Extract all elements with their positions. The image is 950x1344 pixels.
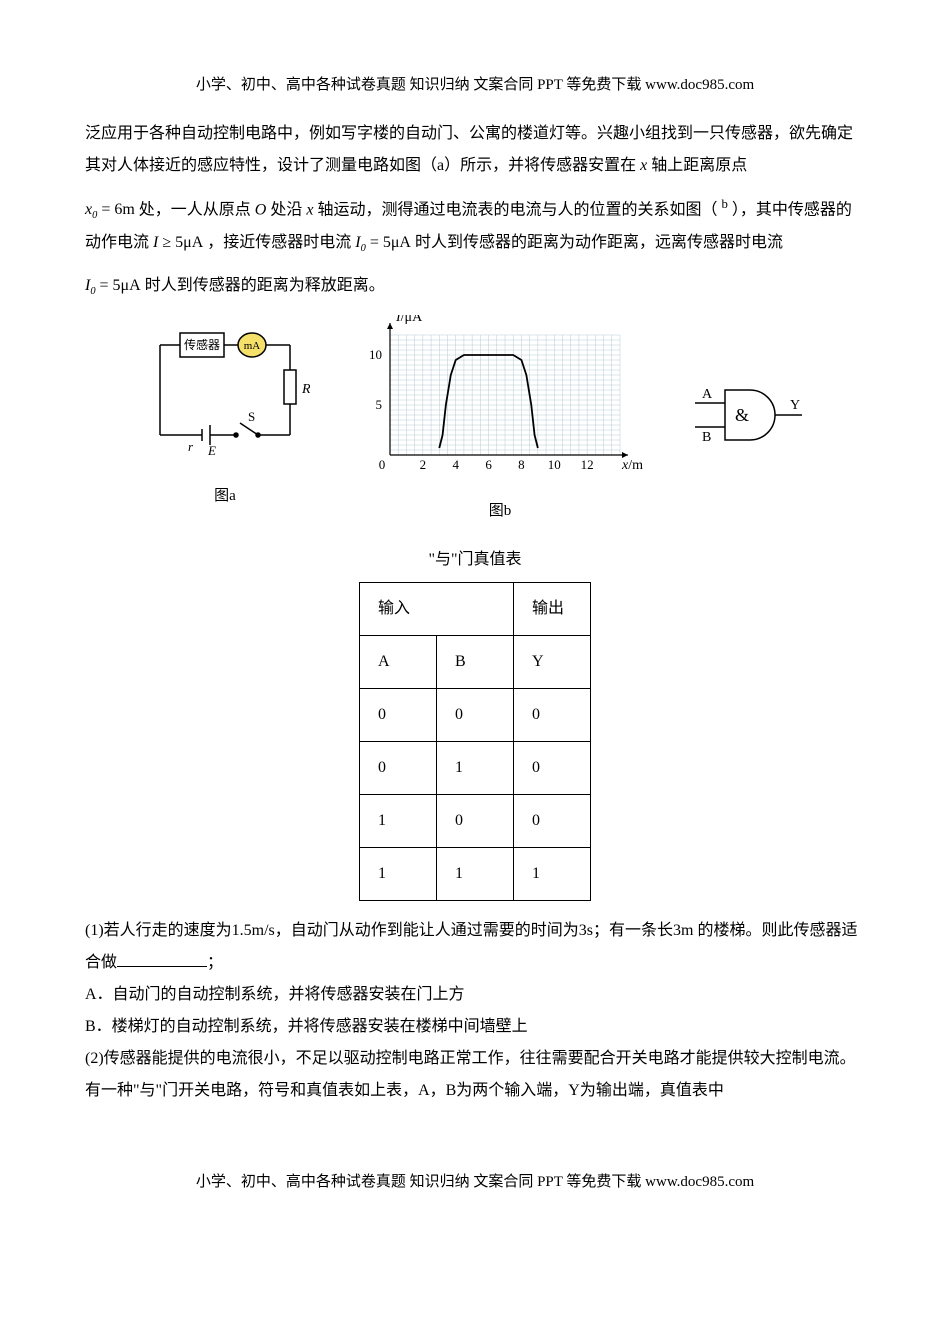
page: 小学、初中、高中各种试卷真题 知识归纳 文案合同 PPT 等免费下载 www.d…: [0, 0, 950, 1257]
figure-b-caption: 图b: [350, 496, 650, 526]
label-S: S: [248, 409, 255, 424]
th-A: A: [360, 636, 437, 689]
label-E: E: [207, 443, 216, 458]
table-row: 1 0 0: [360, 795, 591, 848]
table-row: 0 1 0: [360, 742, 591, 795]
question-1: (1)若人行走的速度为1.5m/s，自动门从动作到能让人通过需要的时间为3s；有…: [85, 915, 865, 979]
text: 处沿: [270, 201, 302, 218]
gate-B: B: [702, 430, 711, 445]
svg-text:2: 2: [420, 457, 427, 472]
svg-text:I/μA: I/μA: [395, 315, 423, 325]
svg-text:5: 5: [376, 397, 383, 412]
svg-text:10: 10: [369, 347, 382, 362]
th-output: 输出: [514, 583, 591, 636]
chart-svg: 0 2 4 6 8 10 12 5 10 I/μA x/m: [350, 315, 650, 480]
svg-text:8: 8: [518, 457, 525, 472]
table-row: 输入 输出: [360, 583, 591, 636]
option-B: B．楼梯灯的自动控制系统，并将传感器安装在楼梯中间墙壁上: [85, 1011, 865, 1043]
figure-a-caption: 图a: [140, 481, 310, 511]
gate-svg: A B Y &: [690, 375, 810, 455]
option-A: A．自动门的自动控制系统，并将传感器安装在门上方: [85, 979, 865, 1011]
circuit-svg: 传感器 mA R0 S r E: [140, 315, 310, 465]
and-gate: A B Y &: [690, 375, 810, 467]
paragraph-3: I0 = 5μA 时人到传感器的距离为释放距离。: [85, 270, 865, 303]
text: ，接近传感器时电流: [207, 234, 351, 251]
text: 处，一人从原点: [139, 201, 251, 218]
var-x: x: [306, 201, 313, 218]
th-B: B: [437, 636, 514, 689]
label-r: r: [188, 439, 194, 454]
text: ；: [207, 954, 223, 971]
gate-symbol: &: [735, 405, 749, 425]
figure-row: 传感器 mA R0 S r E 图a 0 2 4 6 8 10 12 5 10 I/μA x/m 图…: [85, 315, 865, 526]
table-row: 0 0 0: [360, 689, 591, 742]
page-header: 小学、初中、高中各种试卷真题 知识归纳 文案合同 PPT 等免费下载 www.d…: [85, 70, 865, 100]
var-x: x: [640, 157, 647, 174]
gate-A: A: [702, 387, 713, 402]
table-row: A B Y: [360, 636, 591, 689]
paragraph-1: 泛应用于各种自动控制电路中，例如写字楼的自动门、公寓的楼道灯等。兴趣小组找到一只…: [85, 118, 865, 182]
svg-text:0: 0: [379, 457, 386, 472]
text: 时人到传感器的距离为释放距离。: [145, 277, 385, 294]
table-row: 1 1 1: [360, 848, 591, 901]
svg-text:10: 10: [548, 457, 561, 472]
var-O: O: [255, 201, 267, 218]
text: 轴运动，测得通过电流表的电流与人的位置的关系如图（: [317, 201, 717, 218]
expr-I0eq2: I0 = 5μA: [85, 277, 145, 294]
figure-b: 0 2 4 6 8 10 12 5 10 I/μA x/m 图b: [350, 315, 650, 526]
svg-text:6: 6: [485, 457, 492, 472]
expr-x0: x0 = 6m: [85, 201, 139, 218]
page-footer: 小学、初中、高中各种试卷真题 知识归纳 文案合同 PPT 等免费下载 www.d…: [85, 1167, 865, 1197]
blank-fill[interactable]: [117, 950, 207, 967]
paragraph-2: x0 = 6m 处，一人从原点 O 处沿 x 轴运动，测得通过电流表的电流与人的…: [85, 192, 865, 260]
figure-a: 传感器 mA R0 S r E 图a: [140, 315, 310, 511]
truth-title: "与"门真值表: [85, 544, 865, 576]
label-mA: mA: [244, 340, 261, 352]
text: 时人到传感器的距离为动作距离，远离传感器时电流: [415, 234, 783, 251]
expr-Ige: I ≥ 5μA: [153, 234, 207, 251]
label-R0: R0: [301, 382, 310, 399]
svg-text:4: 4: [452, 457, 459, 472]
sup-b: b: [722, 197, 728, 211]
gate-Y: Y: [790, 398, 800, 413]
svg-text:x/m: x/m: [621, 458, 643, 473]
th-input: 输入: [360, 583, 514, 636]
expr-I0eq: I0 = 5μA: [355, 234, 415, 251]
svg-text:12: 12: [581, 457, 594, 472]
label-sensor: 传感器: [184, 337, 220, 352]
truth-table: 输入 输出 A B Y 0 0 0 0 1 0 1 0 0 1 1 1: [359, 582, 591, 901]
th-Y: Y: [514, 636, 591, 689]
question-2: (2)传感器能提供的电流很小，不足以驱动控制电路正常工作，往往需要配合开关电路才…: [85, 1043, 865, 1107]
text: 轴上距离原点: [651, 157, 747, 174]
